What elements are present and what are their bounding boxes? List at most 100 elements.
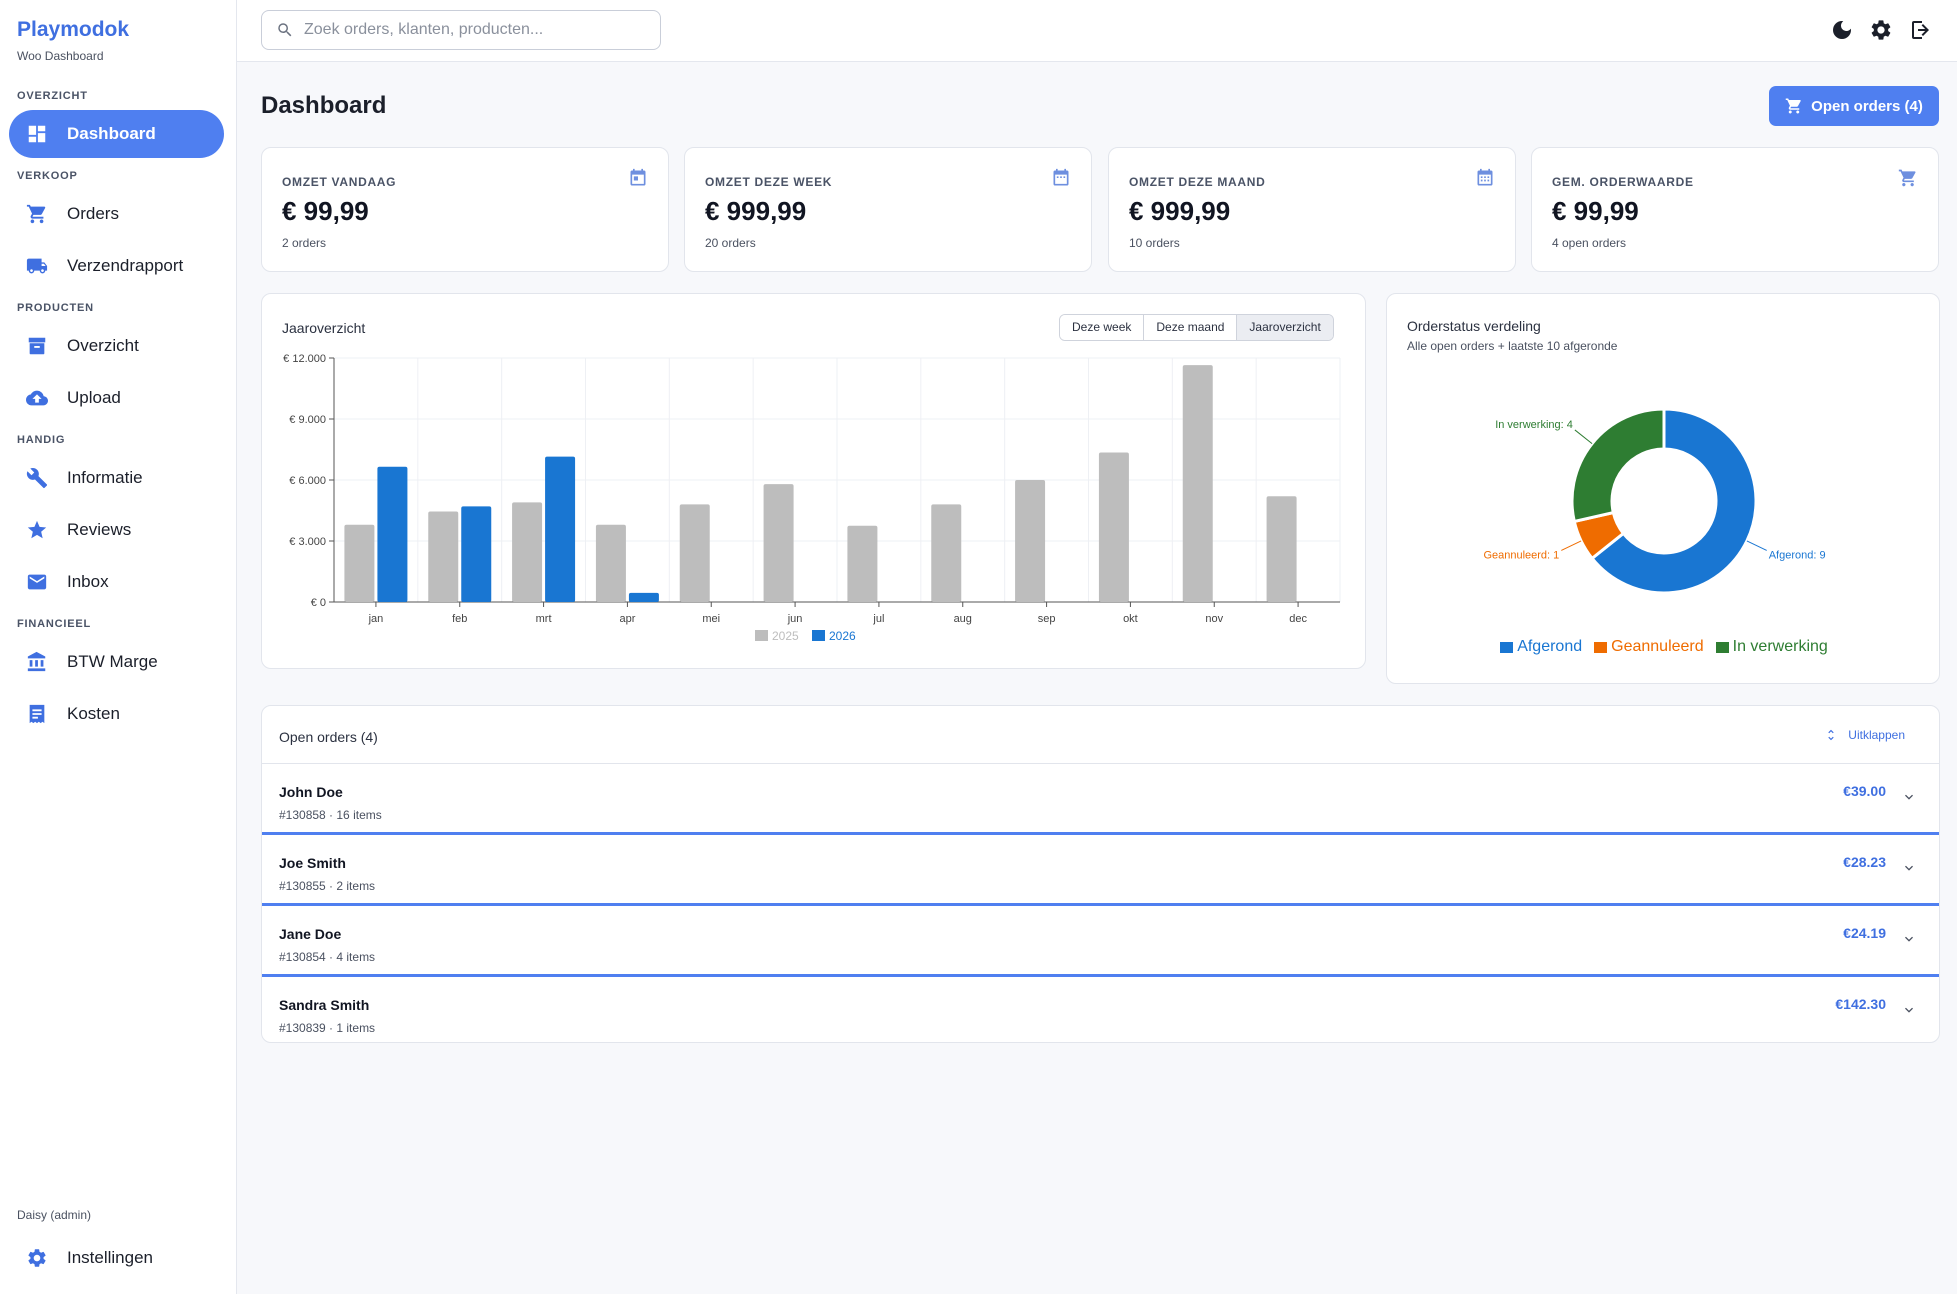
year-bar-chart: € 0 € 3.000 € 6.000 € 9.000 € 12.000 jan feb mr… [283,353,1341,643]
callout-label: Afgerond: 9 [1769,549,1826,561]
unfold-icon [1828,729,1834,741]
sidebar-item-reviews[interactable]: Reviews [9,506,224,554]
stat-card-omzet-deze-week: OMZET DEZE WEEK € 999,99 20 orders [684,147,1092,272]
sidebar-item-label: Reviews [67,520,132,539]
legend-swatch [1715,641,1729,653]
bar-2026-jan [377,466,408,602]
order-customer: Joe Smith [279,855,346,871]
chevron-down-icon[interactable] [1901,1002,1917,1018]
legend-item[interactable]: Afgerond [1500,638,1582,656]
order-customer: Jane Doe [279,926,342,942]
sidebar-item-label: Orders [67,204,119,223]
stat-sub: 20 orders [705,236,756,250]
legend-item[interactable]: In verwerking [1715,638,1828,656]
x-tick-label: apr [619,613,635,625]
bar-2026-apr [628,592,659,602]
chevron-down-icon[interactable] [1901,931,1917,947]
legend-label: Afgerond [1517,638,1583,655]
order-meta: #130855 · 2 items [279,879,376,893]
stat-card-omzet-deze-maand: OMZET DEZE MAAND € 999,99 10 orders [1108,147,1516,272]
sidebar-item-verzendrapport[interactable]: Verzendrapport [9,242,224,290]
open-orders-panel: Open orders (4) Uitklappen John Doe #130… [261,705,1940,1043]
section-label-financieel: FINANCIEEL [17,618,91,630]
order-customer: Sandra Smith [279,997,370,1013]
topbar [237,0,1957,62]
bar-2026-mrt [545,456,576,602]
archive-icon [26,335,48,357]
sidebar-item-label: Overzicht [67,336,139,355]
bar-2025-nov [1182,365,1213,602]
expand-label: Uitklappen [1848,728,1905,742]
star-icon [26,519,48,541]
sidebar-item-upload[interactable]: Upload [9,374,224,422]
sidebar-item-dashboard[interactable]: Dashboard [9,110,224,158]
mail-icon [26,571,48,593]
x-tick-label: aug [954,613,972,625]
x-tick-label: jul [872,613,884,625]
stat-sub: 10 orders [1129,236,1180,250]
stat-card-omzet-vandaag: OMZET VANDAAG € 99,99 2 orders [261,147,669,272]
sidebar-item-btw-marge[interactable]: BTW Marge [9,638,224,686]
order-total: €28.23 [1843,854,1886,870]
x-tick-label: jan [368,613,384,625]
sidebar-item-kosten[interactable]: Kosten [9,690,224,738]
stat-value: € 999,99 [1129,196,1231,226]
bar-2025-mei [679,504,710,602]
dark-mode-icon[interactable] [1830,18,1854,42]
chart-title: Orderstatus verdeling [1407,318,1541,334]
order-row[interactable]: Sandra Smith #130839 · 1 items €142.30 [262,977,1939,1048]
sidebar-item-inbox[interactable]: Inbox [9,558,224,606]
sidebar-item-informatie[interactable]: Informatie [9,454,224,502]
callout-line [1746,540,1767,551]
calendar-month-icon [1475,168,1495,188]
callout-line [1561,540,1582,551]
legend-label-2026: 2026 [829,629,856,643]
order-meta: #130858 · 16 items [279,808,382,822]
open-orders-button[interactable]: Open orders (4) [1769,86,1939,126]
chevron-down-icon[interactable] [1901,789,1917,805]
search-input[interactable] [304,21,644,39]
chevron-down-icon[interactable] [1901,860,1917,876]
toggle-deze-week[interactable]: Deze week [1060,315,1145,340]
wrench-icon [26,467,48,489]
stat-value: € 99,99 [1552,196,1639,226]
stat-label: OMZET DEZE MAAND [1129,175,1266,189]
callout-label: Geannuleerd: 1 [1483,549,1559,561]
cart-icon [26,203,48,225]
legend-item[interactable]: Geannuleerd [1594,638,1704,656]
x-tick-label: mei [702,613,720,625]
x-tick-label: jun [787,613,803,625]
search-box[interactable] [261,10,661,50]
sidebar-item-instellingen[interactable]: Instellingen [9,1234,224,1282]
sidebar-item-label: Kosten [67,704,120,723]
dashboard-icon [26,123,48,145]
sidebar-item-orders[interactable]: Orders [9,190,224,238]
slice-Afgerond [1589,407,1758,595]
stat-value: € 999,99 [705,196,807,226]
order-row[interactable]: John Doe #130858 · 16 items €39.00 [262,764,1939,835]
legend-label-2025: 2025 [772,629,799,643]
y-tick-label: € 12.000 [283,353,326,365]
legend-label: In verwerking [1732,638,1828,655]
order-meta: #130839 · 1 items [279,1021,376,1035]
toggle-jaaroverzicht[interactable]: Jaaroverzicht [1237,315,1333,340]
order-row[interactable]: Joe Smith #130855 · 2 items €28.23 [262,835,1939,906]
year-chart-card: € 0 € 3.000 € 6.000 € 9.000 € 12.000 jan feb mr… [261,293,1366,669]
orders-title: Open orders (4) [279,729,378,745]
current-user: Daisy (admin) [17,1208,92,1222]
toggle-deze-maand[interactable]: Deze maand [1144,315,1238,340]
y-tick-label: € 6.000 [289,475,326,487]
expand-toggle[interactable]: Uitklappen [1824,728,1905,742]
sidebar-item-label: Verzendrapport [67,256,184,275]
legend-label: Geannuleerd [1611,638,1704,655]
brand-name[interactable]: Playmodok [17,18,130,41]
logout-icon[interactable] [1909,18,1933,42]
x-tick-label: mrt [536,613,552,625]
donut-legend: Afgerond Geannuleerd In verwerking [1387,638,1941,656]
order-row[interactable]: Jane Doe #130854 · 4 items €24.19 [262,906,1939,977]
cart-icon [1898,168,1918,188]
sidebar-item-overzicht[interactable]: Overzicht [9,322,224,370]
search-icon [278,23,292,37]
gear-icon[interactable] [1869,18,1893,42]
calendar-week-icon [1051,168,1071,188]
